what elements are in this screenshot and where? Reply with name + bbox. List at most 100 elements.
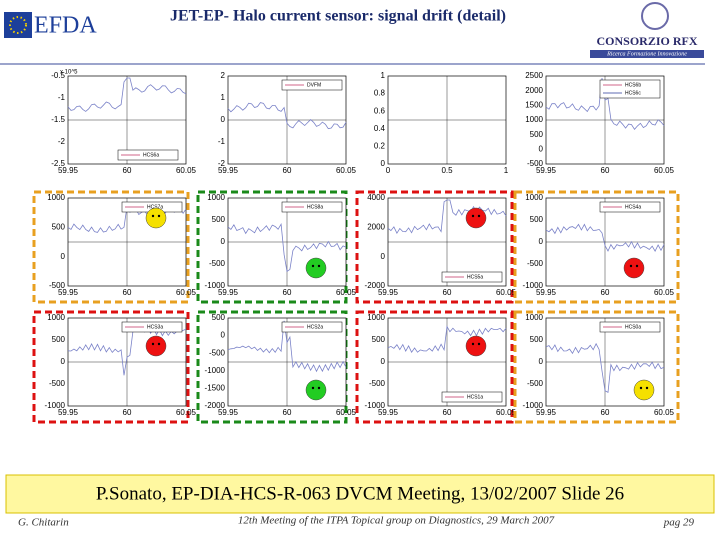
status-face: [145, 335, 167, 357]
x-tick-label: 60.05: [176, 166, 197, 175]
status-face: [305, 257, 327, 279]
status-frame: [355, 190, 514, 304]
y-tick-label: 0: [539, 357, 544, 366]
y-tick-label: 500: [212, 313, 226, 322]
x-tick-label: 60: [601, 166, 610, 175]
y-tick-label: 500: [530, 130, 544, 139]
y-tick-label: 1500: [525, 100, 543, 109]
x-tick-label: 0: [386, 166, 391, 175]
y-tick-label: -2: [218, 159, 226, 168]
y-tick-label: 1: [381, 71, 386, 80]
face-eye: [157, 342, 161, 346]
trace: [387, 325, 507, 353]
y-tick-label: 1000: [525, 313, 543, 322]
face-eye: [471, 342, 475, 346]
y-tick-label: 0: [381, 252, 386, 261]
page-number: pag 29: [663, 517, 695, 529]
x-tick-label: 59.95: [378, 288, 399, 297]
face-eye: [639, 386, 643, 390]
logo-efda: EFDA: [34, 13, 97, 39]
legend-box: [441, 391, 503, 403]
y-tick-label: -2: [58, 137, 66, 146]
status-face: [633, 379, 655, 401]
x-tick-label: 60.05: [176, 408, 197, 417]
x-tick-label: 60: [123, 408, 132, 417]
y-tick-label: 2: [221, 71, 226, 80]
legend-box: [599, 79, 661, 99]
y-tick-label: 1: [221, 93, 226, 102]
x-tick-label: 60: [443, 288, 452, 297]
x-tick-label: 59.95: [58, 408, 79, 417]
y-tick-label: 2000: [525, 86, 543, 95]
legend-label: HCS6b: [625, 82, 641, 88]
y-tick-label: 0: [221, 237, 226, 246]
face-eye: [311, 386, 315, 390]
trace: [545, 342, 665, 394]
rfx-emblem: [641, 2, 669, 30]
x-tick-label: 60: [123, 288, 132, 297]
y-tick-label: -500: [49, 379, 66, 388]
legend-label: HCS2a: [307, 324, 323, 330]
y-tick-label: -1000: [365, 401, 386, 410]
x-tick-label: 59.95: [218, 408, 239, 417]
plots: -0.5-1-1.5-2-2.559.95 60 60.05x 10^5HCS6a2…: [32, 70, 680, 424]
x-tick-label: 59.95: [536, 288, 557, 297]
legend-box: [117, 149, 179, 161]
x-tick-label: 60: [283, 408, 292, 417]
legend-box: [599, 321, 661, 333]
y-tick-label: 500: [212, 215, 226, 224]
x-tick-label: 60: [443, 408, 452, 417]
legend-label: HCS6a: [143, 152, 159, 158]
author: G. Chitarin: [18, 517, 69, 529]
y-tick-label: 1000: [47, 193, 65, 202]
y-tick-label: 0: [381, 159, 386, 168]
face-eye: [151, 342, 155, 346]
x-tick-label: 0.5: [441, 166, 453, 175]
legend-label: HCS5a: [467, 274, 483, 280]
y-tick-label: 0.8: [374, 89, 386, 98]
y-tick-label: 0: [539, 237, 544, 246]
y-tick-label: -1.5: [51, 115, 65, 124]
status-face: [465, 335, 487, 357]
x-tick-label: 59.95: [536, 166, 557, 175]
slide-title: JET-EP- Halo current sensor: signal drif…: [170, 8, 506, 25]
x-tick-label: 59.95: [58, 288, 79, 297]
y-tick-label: 0: [381, 357, 386, 366]
y-tick-label: 1000: [47, 313, 65, 322]
x-tick-label: 60.05: [654, 166, 675, 175]
face-eye: [635, 264, 639, 268]
face-eye: [471, 214, 475, 218]
legend-label: HCS0a: [625, 324, 641, 330]
y-tick-label: -500: [369, 379, 386, 388]
face-eye: [317, 264, 321, 268]
face-eye: [157, 214, 161, 218]
x-tick-label: 59.95: [218, 288, 239, 297]
status-frame: [513, 190, 680, 304]
y-tick-label: 1000: [525, 115, 543, 124]
status-frame: [32, 310, 190, 424]
x-tick-label: 60.05: [496, 288, 517, 297]
y-tick-label: 0.2: [374, 142, 386, 151]
eu-flag: [4, 12, 32, 38]
y-tick-label: 1000: [525, 193, 543, 202]
x-tick-label: 60.05: [336, 166, 357, 175]
x-tick-label: 60: [283, 166, 292, 175]
legend-label: DVFM: [307, 82, 321, 88]
legend-box: [441, 271, 503, 283]
legend-label: HCS4a: [625, 204, 641, 210]
x-tick-label: 59.95: [536, 408, 557, 417]
legend-label: HCS7a: [147, 204, 163, 210]
y-tick-label: 0: [61, 357, 66, 366]
y-tick-label: -500: [527, 259, 544, 268]
trace: [67, 77, 187, 112]
y-tick-label: -1000: [523, 401, 544, 410]
trace: [227, 222, 347, 273]
y-tick-label: 500: [530, 335, 544, 344]
x-tick-label: 60.05: [496, 408, 517, 417]
y-tick-label: -1000: [523, 281, 544, 290]
x-tick-label: 60.05: [336, 408, 357, 417]
status-face: [465, 207, 487, 229]
face-eye: [151, 214, 155, 218]
y-tick-label: 1000: [207, 193, 225, 202]
